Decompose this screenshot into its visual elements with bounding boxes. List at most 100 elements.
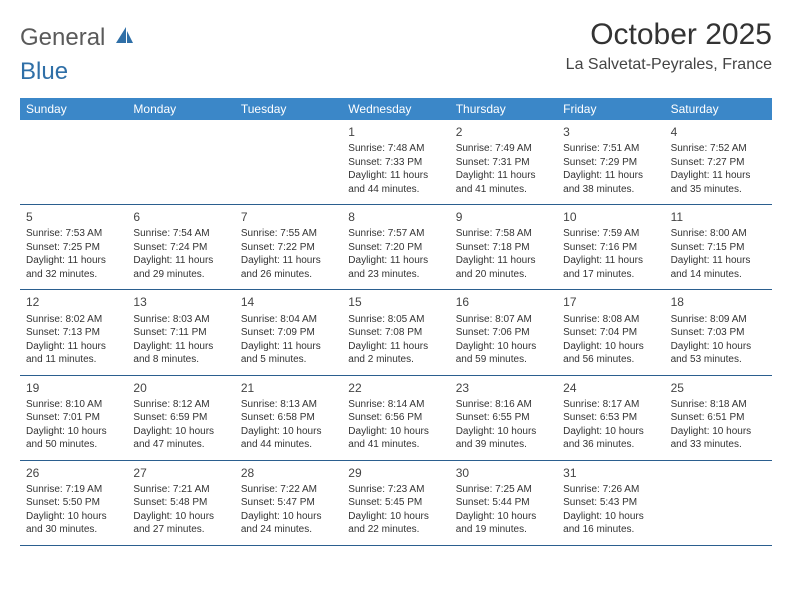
sunset-label: Sunset: 7:25 PM bbox=[26, 241, 121, 255]
sunrise-label: Sunrise: 8:02 AM bbox=[26, 313, 121, 327]
daylight-label: and 33 minutes. bbox=[671, 438, 766, 452]
day-cell: 14Sunrise: 8:04 AMSunset: 7:09 PMDayligh… bbox=[235, 290, 342, 374]
day-number: 30 bbox=[456, 465, 551, 481]
day-number: 21 bbox=[241, 380, 336, 396]
daylight-label: and 30 minutes. bbox=[26, 523, 121, 537]
sunset-label: Sunset: 5:45 PM bbox=[348, 496, 443, 510]
sunrise-label: Sunrise: 7:25 AM bbox=[456, 483, 551, 497]
sunset-label: Sunset: 5:50 PM bbox=[26, 496, 121, 510]
week-row: 26Sunrise: 7:19 AMSunset: 5:50 PMDayligh… bbox=[20, 461, 772, 546]
day-number: 2 bbox=[456, 124, 551, 140]
day-number: 17 bbox=[563, 294, 658, 310]
sunset-label: Sunset: 7:04 PM bbox=[563, 326, 658, 340]
sunrise-label: Sunrise: 7:19 AM bbox=[26, 483, 121, 497]
day-number: 11 bbox=[671, 209, 766, 225]
calendar-page: General Blue October 2025 La Salvetat-Pe… bbox=[0, 0, 792, 546]
day-number: 16 bbox=[456, 294, 551, 310]
day-cell bbox=[20, 120, 127, 204]
day-cell: 17 Sunrise: 8:08 AMSunset: 7:04 PMDayligh… bbox=[557, 290, 664, 374]
daylight-label: Daylight: 11 hours bbox=[26, 340, 121, 354]
weekday-header: Friday bbox=[557, 98, 664, 120]
daylight-label: Daylight: 10 hours bbox=[671, 340, 766, 354]
weekday-header: Monday bbox=[127, 98, 234, 120]
sunrise-label: Sunrise: 7:54 AM bbox=[133, 227, 228, 241]
daylight-label: and 27 minutes. bbox=[133, 523, 228, 537]
daylight-label: Daylight: 10 hours bbox=[671, 425, 766, 439]
day-number: 14 bbox=[241, 294, 336, 310]
day-cell: 21Sunrise: 8:13 AMSunset: 6:58 PMDayligh… bbox=[235, 376, 342, 460]
day-number: 6 bbox=[133, 209, 228, 225]
sunrise-label: Sunrise: 7:55 AM bbox=[241, 227, 336, 241]
daylight-label: Daylight: 10 hours bbox=[348, 510, 443, 524]
weekday-header: Saturday bbox=[665, 98, 772, 120]
sunset-label: Sunset: 6:51 PM bbox=[671, 411, 766, 425]
day-number: 8 bbox=[348, 209, 443, 225]
day-cell: 26Sunrise: 7:19 AMSunset: 5:50 PMDayligh… bbox=[20, 461, 127, 545]
daylight-label: Daylight: 11 hours bbox=[671, 169, 766, 183]
daylight-label: and 59 minutes. bbox=[456, 353, 551, 367]
daylight-label: Daylight: 11 hours bbox=[456, 169, 551, 183]
sunset-label: Sunset: 7:29 PM bbox=[563, 156, 658, 170]
sunrise-label: Sunrise: 7:58 AM bbox=[456, 227, 551, 241]
daylight-label: and 24 minutes. bbox=[241, 523, 336, 537]
daylight-label: Daylight: 11 hours bbox=[563, 254, 658, 268]
daylight-label: and 41 minutes. bbox=[348, 438, 443, 452]
sunset-label: Sunset: 7:01 PM bbox=[26, 411, 121, 425]
day-cell: 11Sunrise: 8:00 AMSunset: 7:15 PMDayligh… bbox=[665, 205, 772, 289]
sunrise-label: Sunrise: 7:59 AM bbox=[563, 227, 658, 241]
weekday-header: Sunday bbox=[20, 98, 127, 120]
daylight-label: Daylight: 10 hours bbox=[563, 510, 658, 524]
daylight-label: and 19 minutes. bbox=[456, 523, 551, 537]
sunrise-label: Sunrise: 7:48 AM bbox=[348, 142, 443, 156]
sunset-label: Sunset: 7:16 PM bbox=[563, 241, 658, 255]
daylight-label: Daylight: 11 hours bbox=[241, 254, 336, 268]
sunset-label: Sunset: 5:43 PM bbox=[563, 496, 658, 510]
day-number: 7 bbox=[241, 209, 336, 225]
day-cell: 4Sunrise: 7:52 AMSunset: 7:27 PMDaylight… bbox=[665, 120, 772, 204]
sunrise-label: Sunrise: 7:53 AM bbox=[26, 227, 121, 241]
daylight-label: and 44 minutes. bbox=[348, 183, 443, 197]
sunrise-label: Sunrise: 8:00 AM bbox=[671, 227, 766, 241]
sunrise-label: Sunrise: 8:08 AM bbox=[563, 313, 658, 327]
sunrise-label: Sunrise: 8:09 AM bbox=[671, 313, 766, 327]
daylight-label: and 17 minutes. bbox=[563, 268, 658, 282]
daylight-label: and 26 minutes. bbox=[241, 268, 336, 282]
day-cell: 22Sunrise: 8:14 AMSunset: 6:56 PMDayligh… bbox=[342, 376, 449, 460]
sunset-label: Sunset: 7:11 PM bbox=[133, 326, 228, 340]
day-number: 12 bbox=[26, 294, 121, 310]
daylight-label: and 14 minutes. bbox=[671, 268, 766, 282]
sunset-label: Sunset: 7:08 PM bbox=[348, 326, 443, 340]
sunrise-label: Sunrise: 8:18 AM bbox=[671, 398, 766, 412]
day-number: 28 bbox=[241, 465, 336, 481]
day-number: 29 bbox=[348, 465, 443, 481]
sunrise-label: Sunrise: 7:21 AM bbox=[133, 483, 228, 497]
day-cell: 12 Sunrise: 8:02 AMSunset: 7:13 PMDayligh… bbox=[20, 290, 127, 374]
sunrise-label: Sunrise: 7:57 AM bbox=[348, 227, 443, 241]
daylight-label: and 44 minutes. bbox=[241, 438, 336, 452]
sunset-label: Sunset: 7:24 PM bbox=[133, 241, 228, 255]
sunset-label: Sunset: 5:47 PM bbox=[241, 496, 336, 510]
sunrise-label: Sunrise: 7:52 AM bbox=[671, 142, 766, 156]
daylight-label: Daylight: 11 hours bbox=[133, 340, 228, 354]
sunset-label: Sunset: 7:13 PM bbox=[26, 326, 121, 340]
day-number: 3 bbox=[563, 124, 658, 140]
sunset-label: Sunset: 7:27 PM bbox=[671, 156, 766, 170]
day-cell: 24Sunrise: 8:17 AMSunset: 6:53 PMDayligh… bbox=[557, 376, 664, 460]
sunrise-label: Sunrise: 7:22 AM bbox=[241, 483, 336, 497]
daylight-label: Daylight: 10 hours bbox=[26, 425, 121, 439]
sunset-label: Sunset: 6:58 PM bbox=[241, 411, 336, 425]
daylight-label: Daylight: 10 hours bbox=[241, 425, 336, 439]
week-row: 1Sunrise: 7:48 AMSunset: 7:33 PMDaylight… bbox=[20, 120, 772, 205]
daylight-label: Daylight: 11 hours bbox=[348, 254, 443, 268]
daylight-label: and 41 minutes. bbox=[456, 183, 551, 197]
day-cell: 13Sunrise: 8:03 AMSunset: 7:11 PMDayligh… bbox=[127, 290, 234, 374]
day-cell: 27Sunrise: 7:21 AMSunset: 5:48 PMDayligh… bbox=[127, 461, 234, 545]
sunset-label: Sunset: 6:53 PM bbox=[563, 411, 658, 425]
day-cell: 29Sunrise: 7:23 AMSunset: 5:45 PMDayligh… bbox=[342, 461, 449, 545]
daylight-label: Daylight: 10 hours bbox=[563, 340, 658, 354]
sunrise-label: Sunrise: 7:51 AM bbox=[563, 142, 658, 156]
sunset-label: Sunset: 7:22 PM bbox=[241, 241, 336, 255]
sunset-label: Sunset: 5:44 PM bbox=[456, 496, 551, 510]
day-cell: 1Sunrise: 7:48 AMSunset: 7:33 PMDaylight… bbox=[342, 120, 449, 204]
daylight-label: Daylight: 10 hours bbox=[456, 340, 551, 354]
